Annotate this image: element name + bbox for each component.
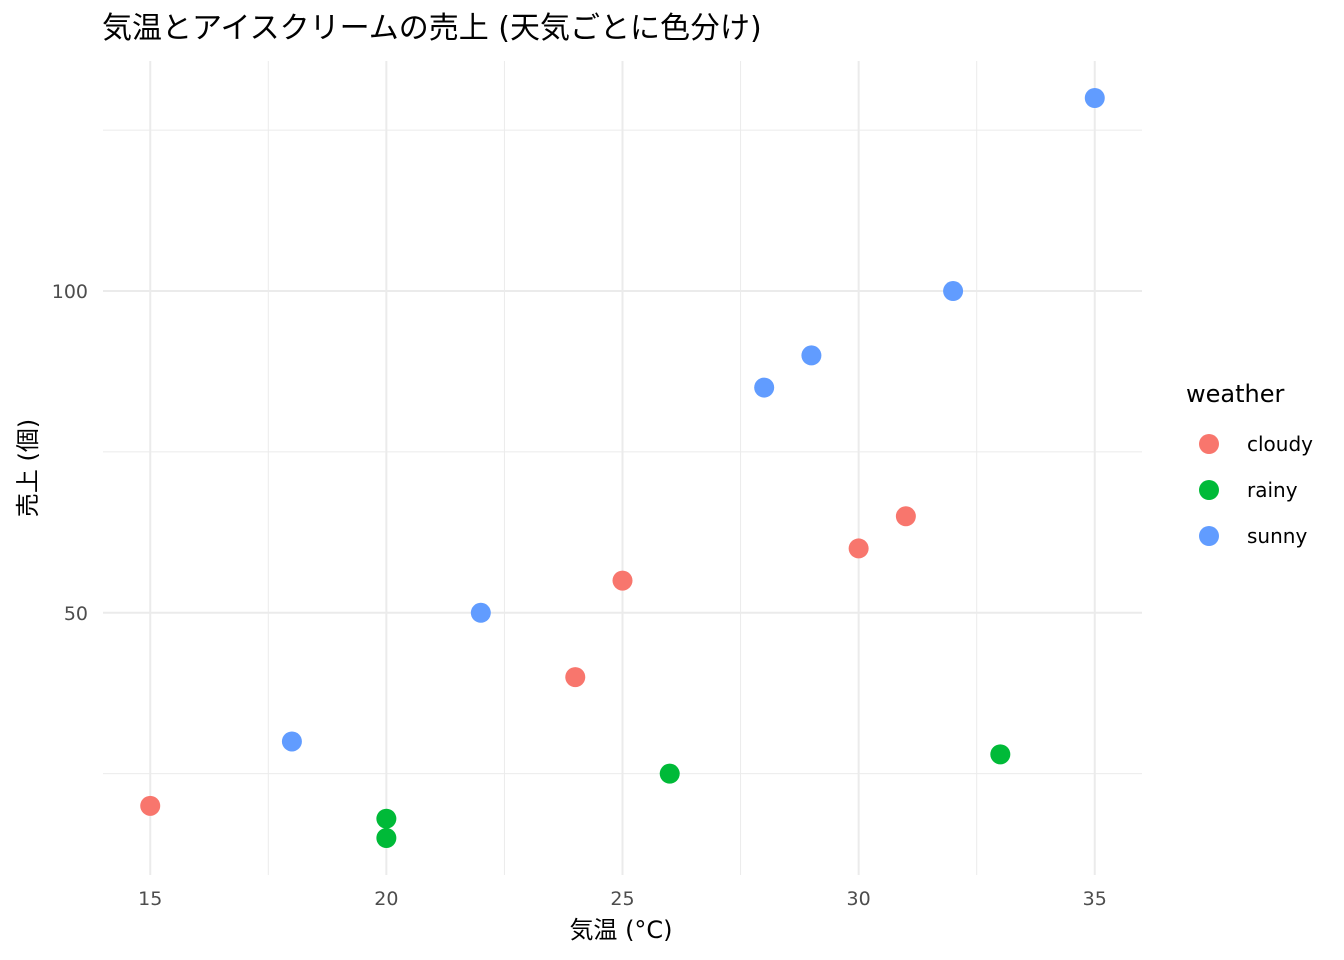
data-point-cloudy [848, 538, 869, 559]
x-axis-ticks: 15 20 25 30 35 [138, 888, 1107, 910]
x-tick-label: 35 [1083, 888, 1107, 910]
x-axis-title: 気温 (°C) [569, 916, 672, 944]
data-point-rainy [659, 763, 680, 784]
legend-label-sunny: sunny [1247, 524, 1307, 548]
chart-title: 気温とアイスクリームの売上 (天気ごとに色分け) [102, 11, 762, 46]
y-axis-title: 売上 (個) [14, 419, 42, 517]
grid [103, 61, 1142, 875]
x-tick-label: 20 [374, 888, 398, 910]
x-tick-label: 25 [610, 888, 634, 910]
x-tick-label: 15 [138, 888, 162, 910]
y-tick-label: 50 [64, 603, 88, 625]
data-point-sunny [754, 377, 775, 398]
legend-key-rainy [1199, 480, 1219, 500]
data-point-rainy [376, 828, 397, 848]
data-point-cloudy [565, 667, 586, 688]
data-point-cloudy [140, 795, 161, 816]
data-point-sunny [943, 281, 964, 302]
legend-label-cloudy: cloudy [1247, 432, 1313, 456]
legend-title: weather [1186, 380, 1284, 408]
data-point-sunny [801, 345, 822, 366]
x-tick-label: 30 [847, 888, 871, 910]
data-point-rainy [376, 808, 397, 829]
data-point-rainy [990, 744, 1011, 765]
data-point-sunny [281, 731, 302, 752]
data-point-sunny [470, 602, 491, 623]
legend-label-rainy: rainy [1247, 478, 1298, 502]
data-point-cloudy [612, 570, 633, 591]
y-tick-label: 100 [52, 281, 88, 303]
y-axis-ticks: 50 100 [52, 281, 88, 625]
data-point-cloudy [895, 506, 916, 527]
points [140, 88, 1105, 848]
legend-key-cloudy [1199, 434, 1219, 454]
data-point-sunny [1084, 88, 1105, 108]
legend: weather cloudy rainy sunny [1186, 380, 1313, 548]
legend-key-sunny [1199, 526, 1219, 546]
